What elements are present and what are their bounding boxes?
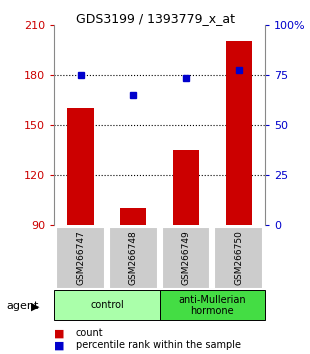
Text: ■: ■ xyxy=(54,329,65,338)
Bar xyxy=(226,41,252,225)
Text: control: control xyxy=(90,300,124,310)
Text: ■: ■ xyxy=(54,340,65,350)
Bar xyxy=(109,227,157,289)
Text: GSM266747: GSM266747 xyxy=(76,230,85,285)
Text: percentile rank within the sample: percentile rank within the sample xyxy=(76,340,241,350)
Text: GDS3199 / 1393779_x_at: GDS3199 / 1393779_x_at xyxy=(76,12,234,25)
Bar xyxy=(215,227,263,289)
Text: anti-Mullerian
hormone: anti-Mullerian hormone xyxy=(179,295,246,316)
Text: GSM266749: GSM266749 xyxy=(181,230,191,285)
Bar xyxy=(54,290,160,320)
Bar xyxy=(120,208,146,225)
Text: agent: agent xyxy=(6,301,38,311)
Text: GSM266748: GSM266748 xyxy=(129,230,138,285)
Bar xyxy=(68,108,94,225)
Text: count: count xyxy=(76,329,104,338)
Bar xyxy=(162,227,210,289)
Bar xyxy=(160,290,265,320)
Text: ▶: ▶ xyxy=(31,302,40,312)
Bar xyxy=(56,227,105,289)
Bar xyxy=(173,150,199,225)
Text: GSM266750: GSM266750 xyxy=(234,230,243,285)
